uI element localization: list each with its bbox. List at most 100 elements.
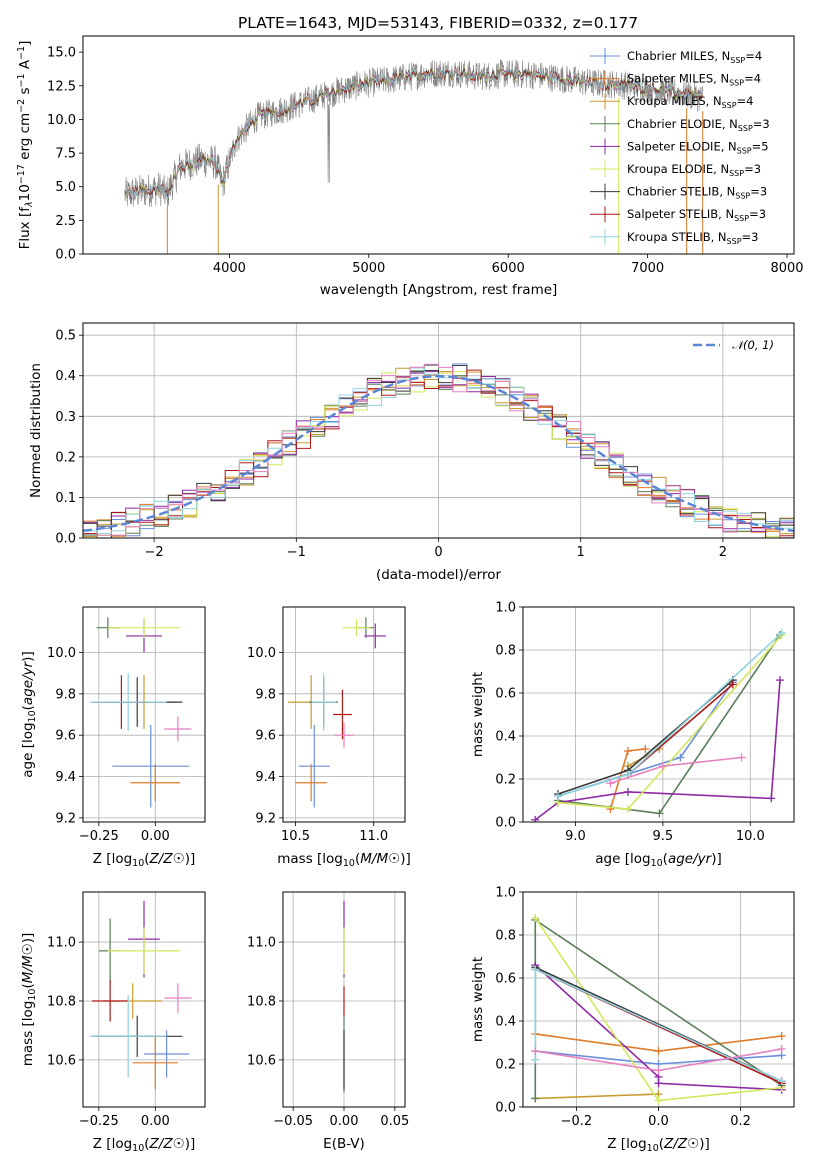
- legend-entry: Kroupa ELODIE, NSSP=3: [627, 162, 761, 178]
- y-tick-label: 0.4: [55, 369, 76, 384]
- label-sub: 10: [132, 858, 144, 869]
- y-tick-label: 10.8: [247, 994, 276, 1009]
- spectrum-model-line-kroupa-elodie: [124, 66, 704, 200]
- x-tick-label: −0.2: [561, 1114, 593, 1129]
- legend-subscript: SSP: [735, 192, 750, 201]
- label-part: −1: [16, 73, 27, 87]
- y-tick-label: 10.0: [47, 113, 76, 128]
- errorbar-point-chabrier-miles: [298, 724, 330, 808]
- legend-nssp: =4: [737, 94, 754, 108]
- errorbar-point-kroupa-elodie: [107, 617, 181, 639]
- y-tick-label: 11.0: [47, 936, 76, 951]
- x-tick-label: −0.25: [79, 829, 119, 844]
- label-sub: 10: [27, 989, 38, 1001]
- x-tick-label: 10.0: [736, 829, 765, 844]
- y-tick-label: 9.4: [255, 770, 276, 785]
- legend-entry: 𝒩(0, 1): [732, 338, 774, 352]
- axes-frame: [82, 35, 795, 255]
- x-tick-label: 0.00: [330, 1114, 359, 1129]
- legend-subscript: SSP: [730, 56, 745, 65]
- label-part: )]: [400, 851, 411, 867]
- ticks: −0.05 0.00 0.05 10.6 10.8 11.0: [247, 936, 409, 1129]
- mass-weight-marker: [676, 753, 685, 762]
- label-italic: Z/Z☉: [149, 851, 185, 867]
- label-sub: 10: [343, 858, 355, 869]
- errorbar-point-pink: [164, 983, 192, 1013]
- x-tick-label: 0.05: [380, 1114, 409, 1129]
- mass-weight-marker: [658, 762, 667, 771]
- x-tick-label: 8000: [770, 261, 803, 276]
- y-tick-label: 9.2: [55, 811, 76, 826]
- y-tick-label: 10.6: [247, 1053, 276, 1068]
- y-axis-label: Normed distribution: [28, 363, 44, 498]
- x-tick-label: 9.0: [565, 829, 586, 844]
- label-part: Flux [f: [17, 206, 33, 250]
- y-tick-label: 0.0: [55, 532, 76, 547]
- errorbar-point-kroupa-stelib: [311, 673, 337, 732]
- y-tick-label: 0.3: [55, 410, 76, 425]
- axes-frame: [522, 891, 795, 1108]
- legend-nssp: =3: [749, 207, 766, 221]
- y-tick-label: 9.4: [55, 770, 76, 785]
- y-tick-label: 9.2: [255, 811, 276, 826]
- label-part: (: [144, 1136, 149, 1152]
- errorbar-point-kroupa-stelib: [89, 673, 167, 732]
- legend-subscript: SSP: [722, 101, 737, 110]
- label-part: −1: [16, 46, 27, 60]
- legend-entry: Salpeter ELODIE, NSSP=5: [627, 139, 769, 155]
- label-part: age [log: [20, 722, 36, 777]
- mass-weight-marker: [654, 1079, 663, 1088]
- spectrum-model-line-chabrier-stelib: [124, 66, 704, 199]
- label-part: ]: [17, 41, 33, 46]
- legend-nssp: =3: [744, 162, 761, 176]
- plot-area: [83, 892, 205, 1107]
- mass-weight-marker: [777, 628, 786, 637]
- ticks: −0.2 0.0 0.2 0.0 0.2 0.4 0.6 0.8 1.0: [495, 886, 751, 1130]
- x-tick-label: 0.0: [648, 1114, 669, 1129]
- y-tick-label: 9.8: [255, 687, 276, 702]
- ticks: −2 −1 0 1 2 0.0 0.1 0.2 0.3 0.4 0.5: [55, 329, 727, 560]
- axes-frame: [522, 606, 795, 823]
- legend-series-name: Salpeter ELODIE, N: [627, 139, 737, 153]
- label-italic: M/M☉: [360, 851, 400, 867]
- spectrum-data-line: [124, 59, 704, 208]
- mass-weight-marker: [553, 792, 562, 801]
- legend-entry: Salpeter MILES, NSSP=4: [627, 72, 761, 88]
- label-part: )]: [699, 1136, 710, 1152]
- legend: 𝒩(0, 1): [693, 338, 774, 352]
- mass-weight-marker: [728, 680, 737, 689]
- label-sub: 10: [647, 1143, 659, 1154]
- y-tick-label: 0.1: [55, 491, 76, 506]
- mass-weight-marker: [531, 1094, 540, 1103]
- legend-series-name: Kroupa MILES, N: [627, 94, 722, 108]
- legend-series-name: Kroupa ELODIE, N: [627, 162, 729, 176]
- spectrum-model-line-salpeter-stelib: [124, 65, 704, 199]
- mass-weight-marker: [531, 1055, 540, 1064]
- x-tick-label: 5000: [352, 261, 385, 276]
- y-tick-label: 0.6: [495, 687, 516, 702]
- x-axis-label: Z [log10(Z/Z☉)]: [607, 1136, 709, 1154]
- x-axis-label: E(B-V): [323, 1136, 365, 1152]
- label-part: A: [17, 59, 33, 73]
- plot-area: [283, 892, 405, 1107]
- legend-series-name: Salpeter MILES, N: [627, 72, 729, 86]
- legend-subscript: SSP: [734, 214, 749, 223]
- y-tick-label: 0.5: [55, 329, 76, 344]
- mass-weight-marker: [737, 753, 746, 762]
- label-part: (: [663, 851, 668, 867]
- label-part: )]: [20, 651, 36, 662]
- gridlines: [83, 323, 794, 538]
- label-part: )]: [711, 851, 722, 867]
- x-tick-label: 1: [577, 545, 585, 560]
- x-tick-label: 9.5: [653, 829, 674, 844]
- mass-weight-line-kroupa-miles: [535, 1093, 659, 1100]
- label-part: (: [355, 851, 360, 867]
- errorbar-point-salpeter-elodie: [364, 623, 387, 649]
- legend-nssp: =3: [742, 230, 759, 244]
- axes-frame: [82, 606, 206, 823]
- histogram-salpeter-stelib: [83, 369, 794, 538]
- legend-nssp: =5: [752, 139, 769, 153]
- x-axis-label: (data-model)/error: [376, 567, 502, 583]
- errorbar-point-chabrier-miles: [112, 724, 190, 808]
